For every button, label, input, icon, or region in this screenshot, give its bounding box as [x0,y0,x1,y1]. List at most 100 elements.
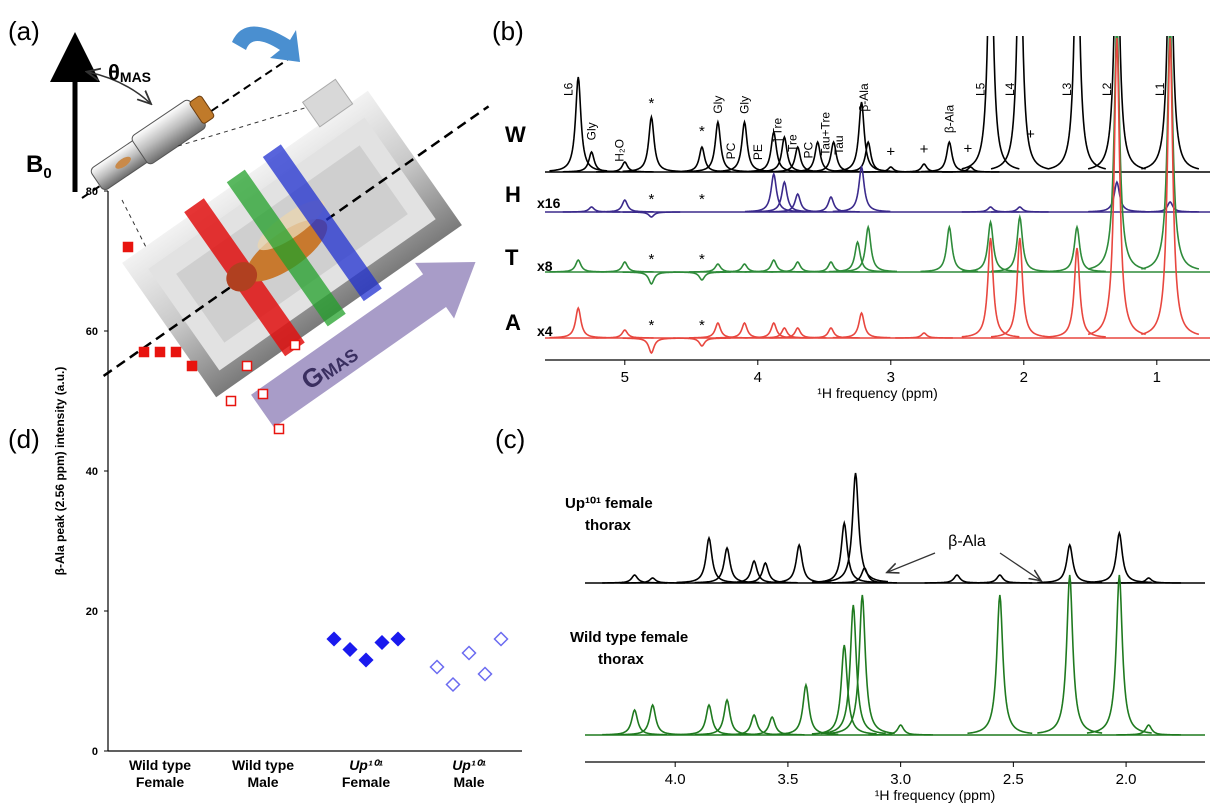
peak [721,559,787,584]
gradient-arrow [251,261,476,428]
peak [676,535,742,584]
peak-annotation: * [699,317,705,334]
peak [622,211,681,218]
peak [673,271,731,281]
peak [802,261,860,273]
b0-sub: 0 [43,165,51,182]
peak-annotation: * [648,95,654,112]
peak [715,263,774,273]
peak [961,36,1020,170]
peak [895,332,953,339]
category-line: Wild type [128,757,192,773]
peak-annotation: L4 [1003,82,1017,96]
point [154,346,166,358]
peak [967,594,1033,735]
peak [924,574,990,584]
peak-annotation: * [699,191,705,208]
peak [549,76,608,172]
category-line: Female [135,774,185,790]
trace-label: H [505,182,521,207]
peak [820,604,886,735]
peak [1141,37,1200,336]
peak-annotation: ] Tre [771,117,785,141]
peak [991,206,1049,213]
coil-box: GMAS [102,78,490,428]
peak-annotation: β-Ala [942,105,956,134]
point [186,360,198,372]
peak-annotation: + [920,141,929,158]
peak [829,594,895,735]
peak [689,263,747,273]
point [445,676,461,693]
peak [823,472,889,583]
x-axis-label: ¹H frequency (ppm) [875,787,996,803]
x-tick-label: 1 [1153,369,1161,386]
annotation: β-Ala [948,533,986,550]
peak [1087,36,1146,170]
peak [773,682,839,736]
trace-label: W [505,122,526,147]
point [390,631,406,647]
peak [602,708,668,736]
point [374,634,390,651]
peak-annotation: + [886,144,895,161]
peak-annotation: β-Ala [857,83,871,112]
peak-annotation: L6 [561,82,575,96]
peak-annotation: PC [724,142,738,159]
peak-annotation: L1 [1153,82,1167,96]
panel-b: 5 4 3 2 1 ¹H frequency (ppm) L6 Gly H₂O * * Gly PC Gl… [505,36,1210,401]
point [225,395,237,407]
theta-sub: MAS [120,69,151,85]
peak [596,198,654,213]
angle-arrow [88,72,150,103]
x-tick-label: 3 [887,369,895,386]
x-tick-label: 2.5 [1003,771,1024,788]
zoom-line [121,199,151,256]
y-tick-label: 40 [86,466,98,478]
peak [1087,37,1146,336]
point [493,631,509,647]
peak [549,306,608,339]
peak-annotation: PE [751,144,765,160]
x-tick-label: Wild type Male [208,757,318,791]
peak [1048,224,1106,273]
x-tick-label: 2.0 [1116,771,1137,788]
point [342,641,358,658]
peak-annotation: * [648,317,654,334]
peak [739,715,805,736]
point [257,388,269,400]
peak [1037,574,1103,734]
peak [1141,36,1200,170]
peak-annotation: + [964,140,973,157]
peak [766,543,832,584]
peak-annotation: + [1026,126,1035,143]
peak [811,520,877,584]
x-tick-label: 2 [1020,369,1028,386]
x-tick-label: Wild type Female [105,757,215,791]
peak [595,161,654,173]
trace-label: Up¹⁰¹ female [565,495,653,512]
zoom-line [177,103,319,147]
peak [622,337,681,355]
peak [961,237,1020,338]
trace-factor: x8 [537,258,553,274]
peak-annotation: Gly [711,96,725,114]
category-line: Male [453,774,485,790]
y-tick-label: 60 [86,326,98,338]
x-tick-label: Up¹⁰¹ Male [414,757,524,791]
theta-main: θ [108,60,120,85]
peak-annotation: L3 [1060,82,1074,96]
trace-factor: x4 [537,323,553,339]
peak [694,698,760,736]
panel-label: (d) [8,424,40,454]
peak [673,337,731,347]
peak [990,213,1049,273]
y-tick-label: 80 [86,186,98,198]
x-tick-label: 3.5 [777,771,798,788]
peak [832,164,891,213]
peak [744,171,803,213]
x-tick-label: Up¹⁰¹ Female [311,757,421,791]
panel-c: β-Ala 4.0 3.5 3.0 2.5 2.0 ¹H frequency (ppm) U… [565,472,1205,803]
point [170,346,182,358]
